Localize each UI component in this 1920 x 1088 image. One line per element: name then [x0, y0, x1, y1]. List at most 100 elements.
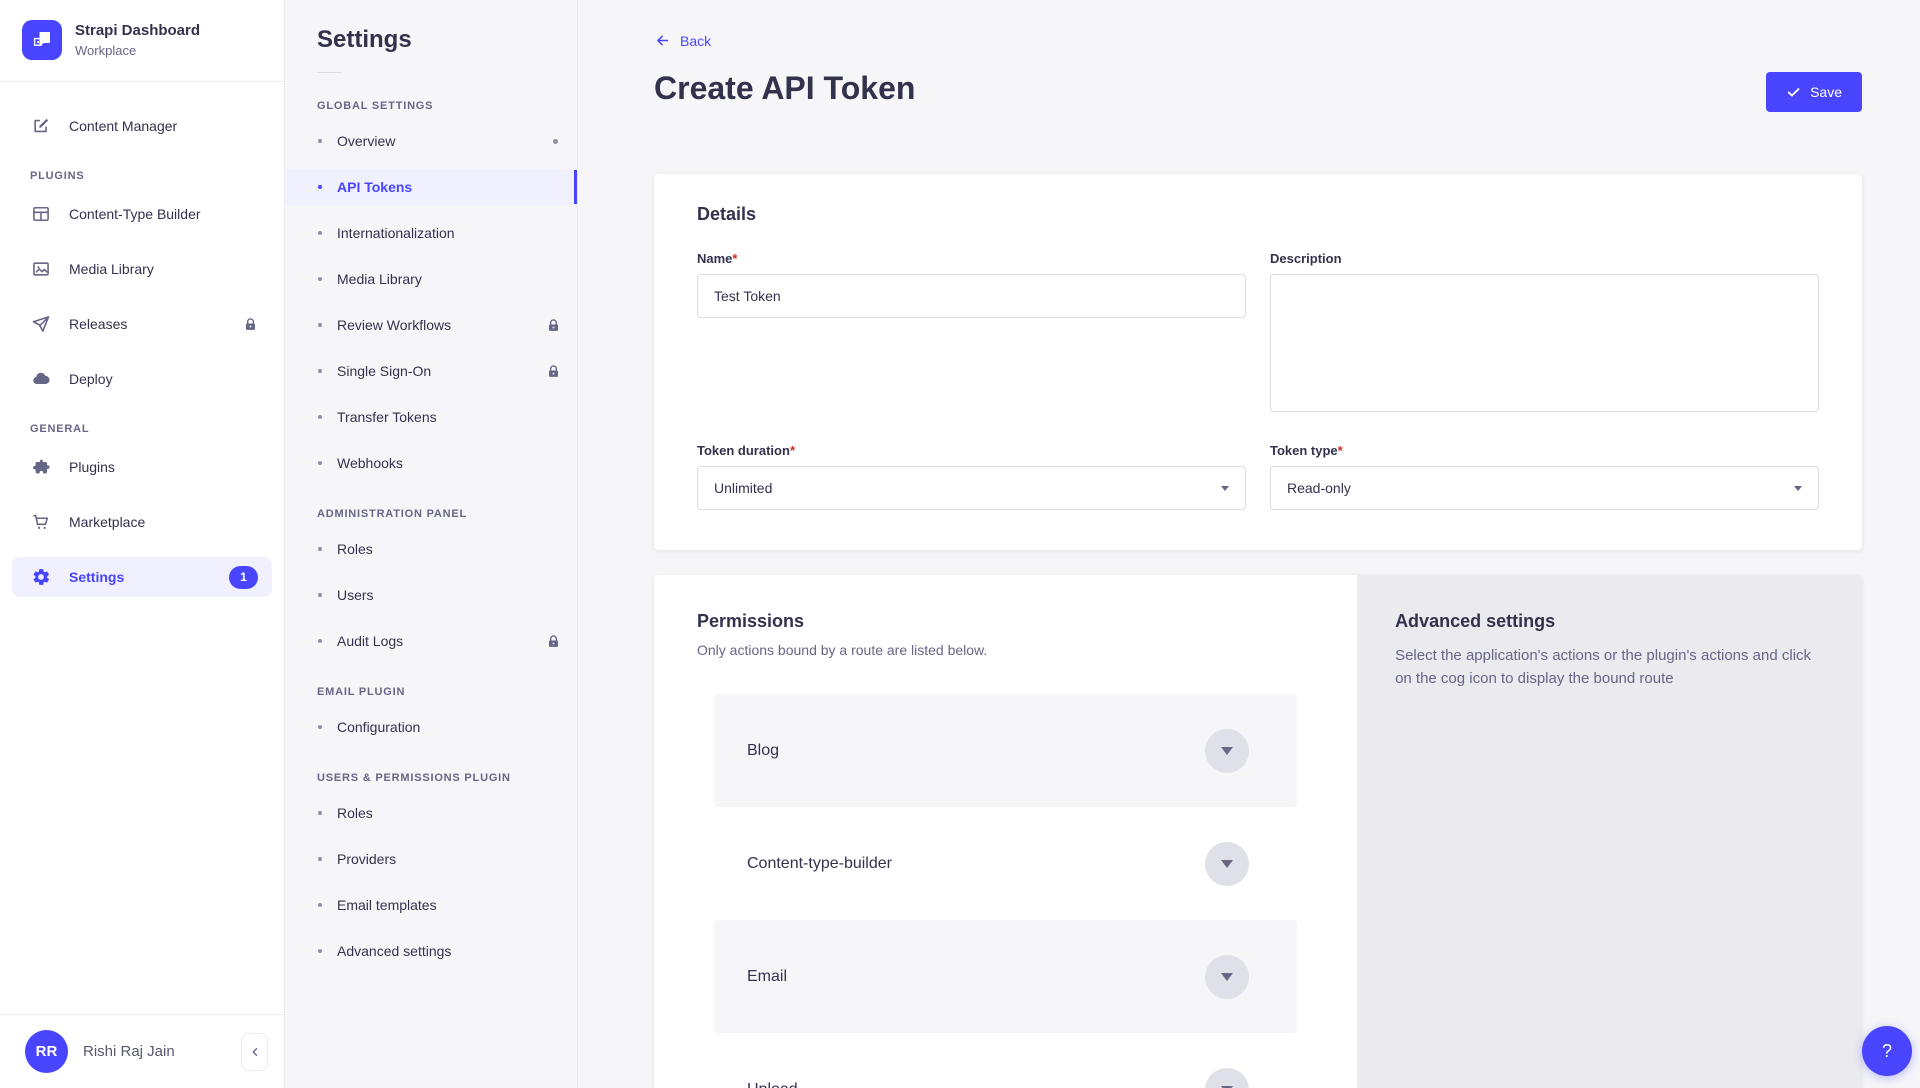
settings-nav-item-roles[interactable]: Roles [285, 531, 577, 567]
strapi-logo-icon [22, 20, 62, 60]
settings-nav-item-transfer-tokens[interactable]: Transfer Tokens [285, 399, 577, 435]
description-textarea[interactable] [1270, 274, 1819, 412]
required-asterisk: * [1337, 443, 1343, 458]
chevron-down-icon [1794, 485, 1802, 491]
bullet-icon [318, 903, 322, 907]
settings-nav-item-providers[interactable]: Providers [285, 841, 577, 877]
accordion-toggle-button[interactable] [1205, 728, 1250, 773]
sidebar-item-label: Deploy [69, 371, 113, 387]
bullet-icon [318, 857, 322, 861]
sidebar-item-content-manager[interactable]: Content Manager [12, 106, 272, 146]
chevron-down-icon [1221, 972, 1234, 981]
accordion-toggle-button[interactable] [1205, 1067, 1250, 1088]
sidebar-item-marketplace[interactable]: Marketplace [12, 502, 272, 542]
accordion-label: Content-type-builder [747, 854, 892, 872]
accordion-blog[interactable]: Blog [714, 694, 1298, 807]
save-button[interactable]: Save [1766, 72, 1862, 112]
sidebar-item-media-library[interactable]: Media Library [12, 249, 272, 289]
help-button[interactable]: ? [1862, 1026, 1912, 1076]
accordion-toggle-button[interactable] [1205, 954, 1250, 999]
back-link[interactable]: Back [654, 32, 711, 49]
pencil-square-icon [30, 115, 52, 137]
notification-dot-icon [553, 138, 558, 144]
settings-nav-item-media-library[interactable]: Media Library [285, 261, 577, 297]
settings-nav-item-users[interactable]: Users [285, 577, 577, 613]
bullet-icon [318, 811, 322, 815]
bullet-icon [318, 323, 322, 327]
accordion-label: Blog [747, 741, 780, 759]
sidebar-item-settings[interactable]: Settings 1 [12, 557, 272, 597]
required-asterisk: * [732, 251, 738, 266]
settings-nav-item-api-tokens[interactable]: API Tokens [285, 169, 577, 205]
bullet-icon [318, 277, 322, 281]
puzzle-icon [30, 456, 52, 478]
back-label: Back [680, 32, 712, 49]
bullet-icon [318, 547, 322, 551]
settings-nav-item-audit-logs[interactable]: Audit Logs [285, 623, 577, 659]
settings-nav-title: Settings [317, 26, 412, 53]
settings-section-users-permissions: USERS & PERMISSIONS PLUGIN [317, 772, 511, 784]
settings-nav-item-advanced-settings[interactable]: Advanced settings [285, 933, 577, 969]
sidebar-item-label: Plugins [69, 459, 115, 475]
details-title: Details [697, 204, 757, 224]
settings-nav-item-internationalization[interactable]: Internationalization [285, 215, 577, 251]
chevron-down-icon [1221, 859, 1234, 868]
sidebar-item-releases[interactable]: Releases [12, 304, 272, 344]
settings-nav-item-webhooks[interactable]: Webhooks [285, 445, 577, 481]
question-mark-icon: ? [1881, 1040, 1892, 1061]
settings-nav-label: Audit Logs [337, 633, 404, 649]
duration-select[interactable]: Unlimited [697, 466, 1246, 510]
layout-grid-icon [30, 203, 52, 225]
accordion-label: Upload [747, 1081, 798, 1088]
settings-nav-label: Configuration [337, 719, 421, 735]
settings-nav-item-review-workflows[interactable]: Review Workflows [285, 307, 577, 343]
sidebar-item-label: Settings [69, 569, 125, 585]
settings-nav-label: Providers [337, 851, 397, 867]
type-select[interactable]: Read-only [1270, 466, 1819, 510]
page-header: Back Create API Token Save [578, 0, 1920, 112]
sidebar-item-label: Releases [69, 316, 128, 332]
settings-nav-item-overview[interactable]: Overview [285, 123, 577, 159]
settings-nav-item-email-templates[interactable]: Email templates [285, 887, 577, 923]
settings-nav-label: Roles [337, 805, 373, 821]
user-name: Rishi Raj Jain [83, 1043, 175, 1060]
advanced-settings-panel: Advanced settings Select the application… [1357, 575, 1862, 1088]
sidebar-collapse-button[interactable] [241, 1032, 268, 1071]
sidebar-item-plugins[interactable]: Plugins [12, 447, 272, 487]
avatar: RR [25, 1030, 68, 1073]
settings-nav-item-single-sign-on[interactable]: Single Sign-On [285, 353, 577, 389]
sidebar-item-label: Media Library [69, 261, 154, 277]
description-label: Description [1270, 251, 1342, 266]
permissions-section: Permissions Only actions bound by a rout… [654, 575, 1357, 1088]
required-asterisk: * [789, 443, 795, 458]
cloud-icon [30, 368, 52, 390]
sidebar-section-general: GENERAL [30, 423, 90, 435]
accordion-content-type-builder[interactable]: Content-type-builder [714, 807, 1297, 920]
settings-nav-label: Transfer Tokens [337, 409, 437, 425]
cart-icon [30, 511, 52, 533]
save-label: Save [1810, 84, 1842, 100]
settings-nav-label: Advanced settings [337, 943, 452, 959]
settings-nav-item-up-roles[interactable]: Roles [285, 795, 577, 831]
settings-nav-label: Review Workflows [337, 317, 452, 333]
permissions-subtitle: Only actions bound by a route are listed… [697, 642, 988, 658]
user-menu[interactable]: RR Rishi Raj Jain [0, 1014, 284, 1088]
sidebar-item-deploy[interactable]: Deploy [12, 359, 272, 399]
accordion-email[interactable]: Email [714, 920, 1298, 1033]
bullet-icon [318, 639, 322, 643]
content-scroll-area: Details Name* Description Token duration… [578, 112, 1920, 1088]
sidebar-item-label: Content Manager [69, 118, 178, 134]
workspace-brand[interactable]: Strapi Dashboard Workplace [0, 0, 284, 82]
accordion-label: Email [747, 967, 788, 985]
bullet-icon [318, 949, 322, 953]
accordion-upload[interactable]: Upload [714, 1033, 1297, 1088]
lock-icon [243, 317, 258, 332]
sidebar-item-content-type-builder[interactable]: Content-Type Builder [12, 194, 272, 234]
title-row: Create API Token Save [654, 68, 1862, 112]
settings-notification-badge: 1 [229, 565, 258, 589]
accordion-toggle-button[interactable] [1205, 841, 1250, 886]
main-content: Back Create API Token Save Details Name*… [578, 0, 1920, 1088]
name-input[interactable] [697, 274, 1246, 318]
settings-nav-item-configuration[interactable]: Configuration [285, 709, 577, 745]
chevron-left-icon [248, 1045, 262, 1059]
